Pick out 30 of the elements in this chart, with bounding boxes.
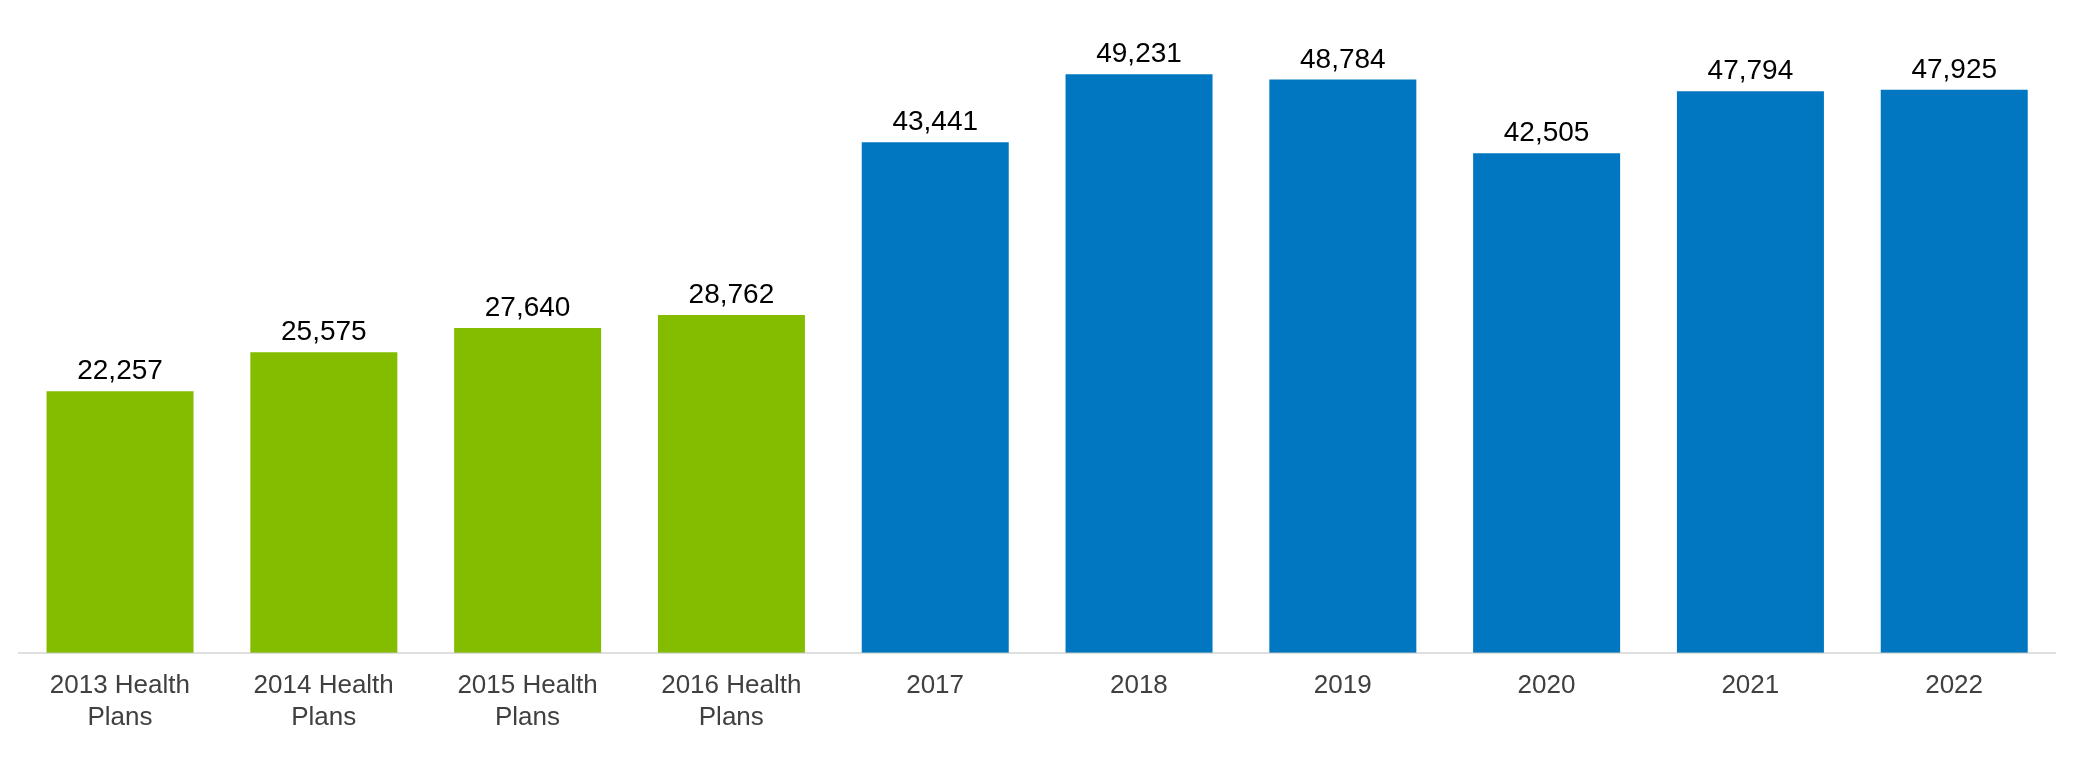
data-label: 28,762 <box>688 277 775 309</box>
x-tick-label: 2021 <box>1721 669 1780 699</box>
bar <box>657 314 805 653</box>
x-tick-label: 2018 <box>1109 669 1168 699</box>
x-tick-label: 2019 <box>1313 669 1372 699</box>
bar <box>454 328 602 653</box>
bar <box>46 391 194 653</box>
bar <box>250 352 398 653</box>
x-tick-label: 2022 <box>1925 669 1984 699</box>
data-label: 42,505 <box>1503 116 1590 148</box>
data-label: 49,231 <box>1096 37 1182 69</box>
data-label: 25,575 <box>281 315 367 347</box>
data-label: 48,784 <box>1300 42 1386 74</box>
bar <box>1269 79 1417 653</box>
data-label: 47,925 <box>1911 52 1998 84</box>
bar <box>1065 74 1213 653</box>
data-label: 47,794 <box>1707 54 1794 86</box>
data-label: 22,257 <box>77 354 163 386</box>
data-label: 27,640 <box>484 291 571 323</box>
x-tick-label: 2015 Health Plans <box>457 669 598 731</box>
bar <box>861 142 1009 653</box>
bar <box>1473 153 1621 653</box>
bar <box>1676 91 1824 653</box>
data-label: 43,441 <box>892 105 979 137</box>
x-tick-label: 2013 Health Plans <box>49 669 191 731</box>
bar <box>1880 89 2028 653</box>
x-tick-label: 2014 Health Plans <box>253 669 394 731</box>
x-tick-label: 2020 <box>1517 669 1576 699</box>
x-tick-label: 2016 Health Plans <box>661 669 802 731</box>
x-tick-label: 2017 <box>906 669 965 699</box>
